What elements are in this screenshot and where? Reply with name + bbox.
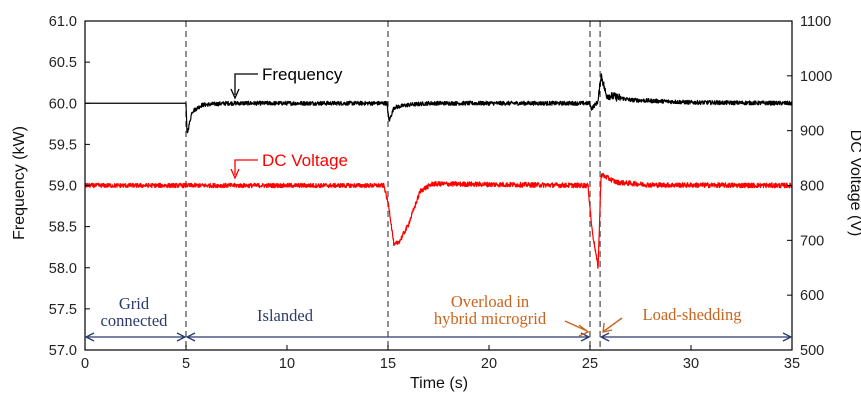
y-right-tick-label-5: 1000 — [800, 69, 832, 85]
y-left-tick-label-3: 58.5 — [49, 220, 77, 236]
load-shedding-pointer-head — [602, 322, 613, 333]
load-shedding-pointer-line — [603, 317, 623, 332]
phase-arrow-head-left-islanded — [185, 332, 196, 342]
y-right-tick-label-4: 900 — [800, 124, 824, 140]
phase-arrow-head-right-load-shedding — [782, 332, 793, 342]
y-right-tick-label-3: 800 — [800, 179, 824, 195]
annotation-label-1: DC Voltage — [262, 151, 348, 170]
x-tick-label-7: 35 — [784, 356, 800, 372]
x-tick-label-2: 10 — [279, 356, 295, 372]
y-left-tick-label-6: 60.0 — [49, 96, 77, 112]
overload-pointer-line — [564, 320, 588, 332]
annotation-label-0: Frequency — [262, 65, 343, 84]
series-line-dc-voltage — [84, 172, 793, 269]
x-tick-label-1: 5 — [182, 356, 190, 372]
y-left-tick-label-1: 57.5 — [49, 302, 77, 318]
y-axis-right-title: DC Voltage (V) — [847, 130, 861, 237]
series-line-frequency — [84, 73, 793, 134]
y-left-tick-label-4: 59.0 — [49, 179, 77, 195]
y-left-tick-label-5: 59.5 — [49, 137, 77, 153]
y-left-tick-label-2: 58.0 — [49, 261, 77, 277]
overload-pointer-head — [578, 324, 590, 337]
x-tick-label-3: 15 — [380, 356, 396, 372]
x-tick-label-5: 25 — [582, 356, 598, 372]
phase-arrow-head-right-grid-connected — [176, 332, 187, 342]
x-tick-label-4: 20 — [481, 356, 497, 372]
phase-arrow-head-left-grid-connected — [84, 332, 95, 342]
y-left-tick-label-8: 61.0 — [49, 14, 77, 30]
y-right-tick-label-0: 500 — [800, 343, 824, 359]
y-left-tick-label-0: 57.0 — [49, 343, 77, 359]
phase-label-grid-connected-1: connected — [101, 311, 169, 330]
x-axis-title: Time (s) — [410, 375, 468, 392]
y-axis-left-title: Frequency (kW) — [11, 126, 28, 240]
annotation-arrow-line-0 — [234, 73, 258, 95]
annotation-arrow-line-1 — [234, 159, 258, 175]
y-right-tick-label-1: 600 — [800, 288, 824, 304]
x-tick-label-6: 30 — [683, 356, 699, 372]
x-tick-label-0: 0 — [81, 356, 89, 372]
y-left-tick-label-7: 60.5 — [49, 55, 77, 71]
phase-label-overload-in-hybrid-microgrid-0: Overload in — [451, 292, 529, 311]
phase-label-overload-in-hybrid-microgrid-1: hybrid microgrid — [434, 309, 547, 328]
phase-arrow-head-left-load-shedding — [599, 332, 610, 342]
annotation-arrow-head-0 — [230, 88, 240, 100]
phase-label-islanded-0: Islanded — [257, 306, 314, 325]
y-right-tick-label-2: 700 — [800, 233, 824, 249]
phase-label-grid-connected-0: Grid — [119, 294, 150, 313]
annotation-arrow-head-1 — [230, 168, 240, 180]
phase-label-load-shedding-0: Load-shedding — [643, 305, 742, 324]
y-right-tick-label-6: 1100 — [800, 14, 831, 30]
